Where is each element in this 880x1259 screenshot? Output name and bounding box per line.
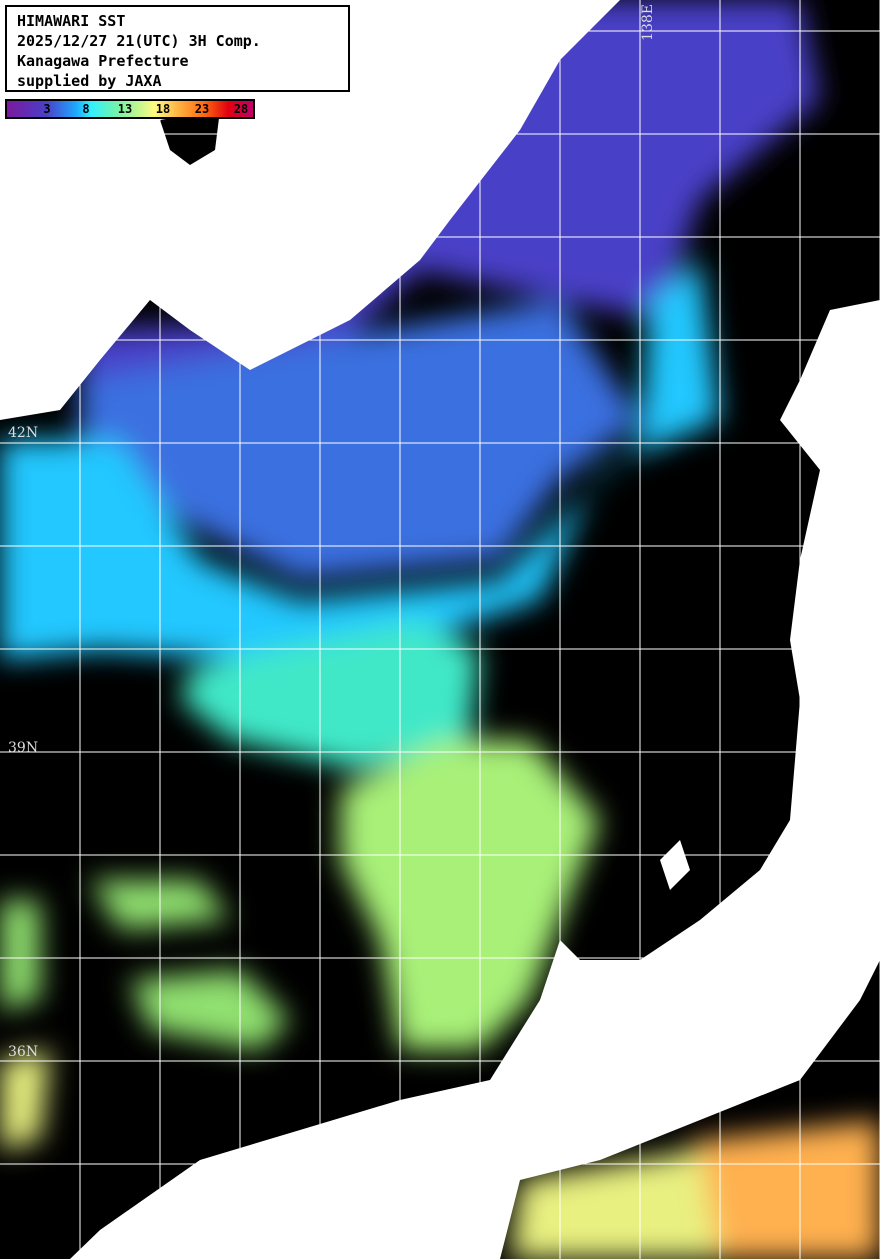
title-line-datetime: 2025/12/27 21(UTC) 3H Comp. [17,32,261,50]
lat-label-42n: 42N [8,425,39,441]
sst-region-cool [80,300,640,580]
scale-tick: 13 [117,102,133,116]
scale-tick: 18 [155,102,171,116]
lat-label-39n: 39N [8,740,39,756]
sst-region-green-west [0,880,290,1050]
land-sado [660,840,690,890]
color-scale-bar: 3 8 13 18 23 28 [5,99,255,119]
land-east [70,300,880,1259]
scale-tick: 3 [43,102,51,116]
land-island-north [160,110,220,165]
title-line-provider: Kanagawa Prefecture [17,52,189,70]
sst-region-yellow [0,1050,720,1259]
sst-region-cyan [0,260,720,660]
scale-tick: 8 [82,102,90,116]
scale-tick: 23 [194,102,210,116]
title-line-product: HIMAWARI SST [17,12,126,30]
sst-region-aqua [180,620,480,770]
sst-region-green [340,740,600,1050]
scale-tick: 28 [233,102,249,116]
title-box: HIMAWARI SST 2025/12/27 21(UTC) 3H Comp. K… [5,5,350,92]
lat-label-36n: 36N [8,1044,39,1060]
lon-label-138e: 138E [640,4,656,41]
title-line-supplier: supplied by JAXA [17,72,162,90]
